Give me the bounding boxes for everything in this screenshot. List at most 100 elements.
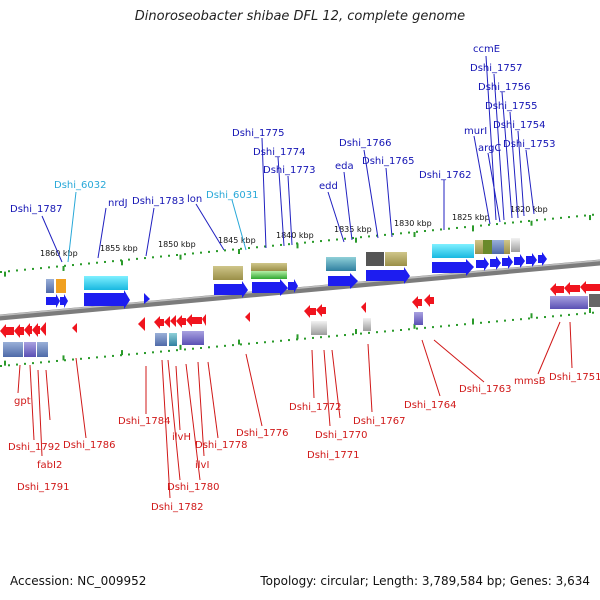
cyan-leader-lines: [67, 191, 247, 263]
scale-dot: [344, 334, 346, 337]
gene-label-dshi-1756[interactable]: Dshi_1756: [478, 82, 530, 93]
gene-label-dshi-1791[interactable]: Dshi_1791: [17, 482, 69, 493]
gene-label-mmsb[interactable]: mmsB: [514, 376, 546, 387]
gene-label-dshi-1757[interactable]: Dshi_1757: [470, 63, 522, 74]
forward-gene-labels: Dshi_1787 Dshi_6032 nrdJ Dshi_1783 lon D…: [10, 44, 555, 215]
reverse-gene-arrow: [304, 305, 316, 318]
scale-dot: [416, 327, 418, 330]
scale-dot: [56, 359, 58, 362]
scale-major-tick: [296, 243, 299, 249]
scale-dot: [376, 331, 378, 334]
gene-label-dshi-1782[interactable]: Dshi_1782: [151, 502, 203, 513]
gene-label-dshi-1754[interactable]: Dshi_1754: [493, 120, 545, 131]
scale-dot: [592, 311, 594, 314]
scale-dot: [368, 331, 370, 334]
scale-dot: [104, 355, 106, 358]
scale-dot: [320, 240, 322, 243]
scale-dot: [160, 255, 162, 258]
reverse-gene-arrow: [412, 296, 422, 309]
gene-label-dshi-1764[interactable]: Dshi_1764: [404, 400, 456, 411]
scale-major-tick: [355, 237, 357, 243]
scale-dot: [496, 320, 498, 323]
scale-dot: [280, 339, 282, 342]
scale-major-tick: [296, 334, 299, 340]
gene-label-nrdj[interactable]: nrdJ: [108, 198, 128, 209]
gene-label-dshi-1792[interactable]: Dshi_1792: [8, 442, 60, 453]
gene-label-dshi-1787[interactable]: Dshi_1787: [10, 204, 62, 215]
scale-dot: [584, 214, 586, 217]
scale-dot: [536, 219, 538, 222]
gene-label-dshi-1780[interactable]: Dshi_1780: [167, 482, 219, 493]
cog-box: [37, 342, 48, 357]
forward-gene-arrow: [252, 279, 288, 296]
scale-dot: [224, 344, 226, 347]
gene-label-dshi-1774[interactable]: Dshi_1774: [253, 147, 305, 158]
gene-label-dshi-1755[interactable]: Dshi_1755: [485, 101, 537, 112]
gene-label-dshi-1778[interactable]: Dshi_1778: [195, 440, 247, 451]
scale-dot: [96, 356, 98, 359]
cog-box: [589, 294, 600, 307]
scale-tick-label: 1835 kbp: [334, 225, 372, 234]
cog-box: [511, 238, 520, 252]
scale-dot: [168, 254, 170, 257]
gene-label-dshi-1763[interactable]: Dshi_1763: [459, 384, 511, 395]
reverse-gene-arrow: [14, 324, 24, 338]
gene-label-dshi-1767[interactable]: Dshi_1767: [353, 416, 405, 427]
gene-label-ilvh[interactable]: ilvH: [172, 432, 191, 443]
gene-label-dshi-6031[interactable]: Dshi_6031: [206, 190, 258, 201]
scale-tick-label: 1825 kbp: [452, 213, 490, 222]
gene-label-dshi-1765[interactable]: Dshi_1765: [362, 156, 414, 167]
gene-label-eda[interactable]: eda: [335, 161, 354, 172]
reverse-gene-arrow: [361, 302, 366, 313]
gene-label-fabi2[interactable]: fabI2: [37, 460, 62, 471]
cog-box: [311, 321, 327, 335]
scale-dot: [136, 257, 138, 260]
gene-label-dshi-1775[interactable]: Dshi_1775: [232, 128, 284, 139]
gene-label-muri[interactable]: murI: [464, 126, 487, 137]
scale-dot: [168, 349, 170, 352]
gene-label-ccme[interactable]: ccmE: [473, 44, 500, 55]
gene-label-dshi-1784[interactable]: Dshi_1784: [118, 416, 170, 427]
gene-label-dshi-1786[interactable]: Dshi_1786: [63, 440, 115, 451]
scale-dot: [224, 249, 226, 252]
gene-label-dshi-1773[interactable]: Dshi_1773: [263, 165, 315, 176]
map-title: Dinoroseobacter shibae DFL 12, complete …: [134, 9, 466, 24]
scale-dot: [336, 238, 338, 241]
scale-dot: [24, 268, 26, 271]
gene-label-dshi-1751[interactable]: Dshi_1751: [549, 372, 600, 383]
scale-dot: [440, 228, 442, 231]
scale-dot: [432, 326, 434, 329]
gene-label-gpt[interactable]: gpt: [14, 396, 31, 407]
scale-dot: [360, 236, 362, 239]
gene-label-dshi-1772[interactable]: Dshi_1772: [289, 402, 341, 413]
gene-label-dshi-1770[interactable]: Dshi_1770: [315, 430, 367, 441]
forward-cog-boxes: [46, 238, 520, 293]
gene-label-lon[interactable]: lon: [187, 194, 202, 205]
scale-dot: [264, 341, 266, 344]
scale-dot: [504, 222, 506, 225]
scale-dot: [80, 357, 82, 360]
gene-label-dshi-1753[interactable]: Dshi_1753: [503, 139, 555, 150]
scale-dot: [144, 257, 146, 260]
scale-dot: [544, 316, 546, 319]
reverse-gene-arrow: [40, 322, 46, 336]
cog-box: [550, 296, 588, 309]
scale-dot: [320, 336, 322, 339]
cog-box: [182, 331, 204, 345]
cog-box: [251, 263, 287, 271]
scale-dot: [384, 330, 386, 333]
gene-label-argc[interactable]: argC: [478, 143, 501, 154]
reverse-gene-arrow: [564, 282, 580, 295]
gene-label-edd[interactable]: edd: [319, 181, 338, 192]
gene-label-dshi-1766[interactable]: Dshi_1766: [339, 138, 391, 149]
scale-major-tick: [413, 323, 416, 329]
gene-label-dshi-1762[interactable]: Dshi_1762: [419, 170, 471, 181]
gene-label-dshi-1771[interactable]: Dshi_1771: [307, 450, 359, 461]
gene-label-dshi-1783[interactable]: Dshi_1783: [132, 196, 184, 207]
forward-leader-lines: [41, 55, 535, 263]
gene-label-dshi-6032[interactable]: Dshi_6032: [54, 180, 106, 191]
gene-label-dshi-1776[interactable]: Dshi_1776: [236, 428, 288, 439]
gene-label-ilvi[interactable]: ilvI: [195, 460, 209, 471]
scale-dot: [256, 341, 258, 344]
